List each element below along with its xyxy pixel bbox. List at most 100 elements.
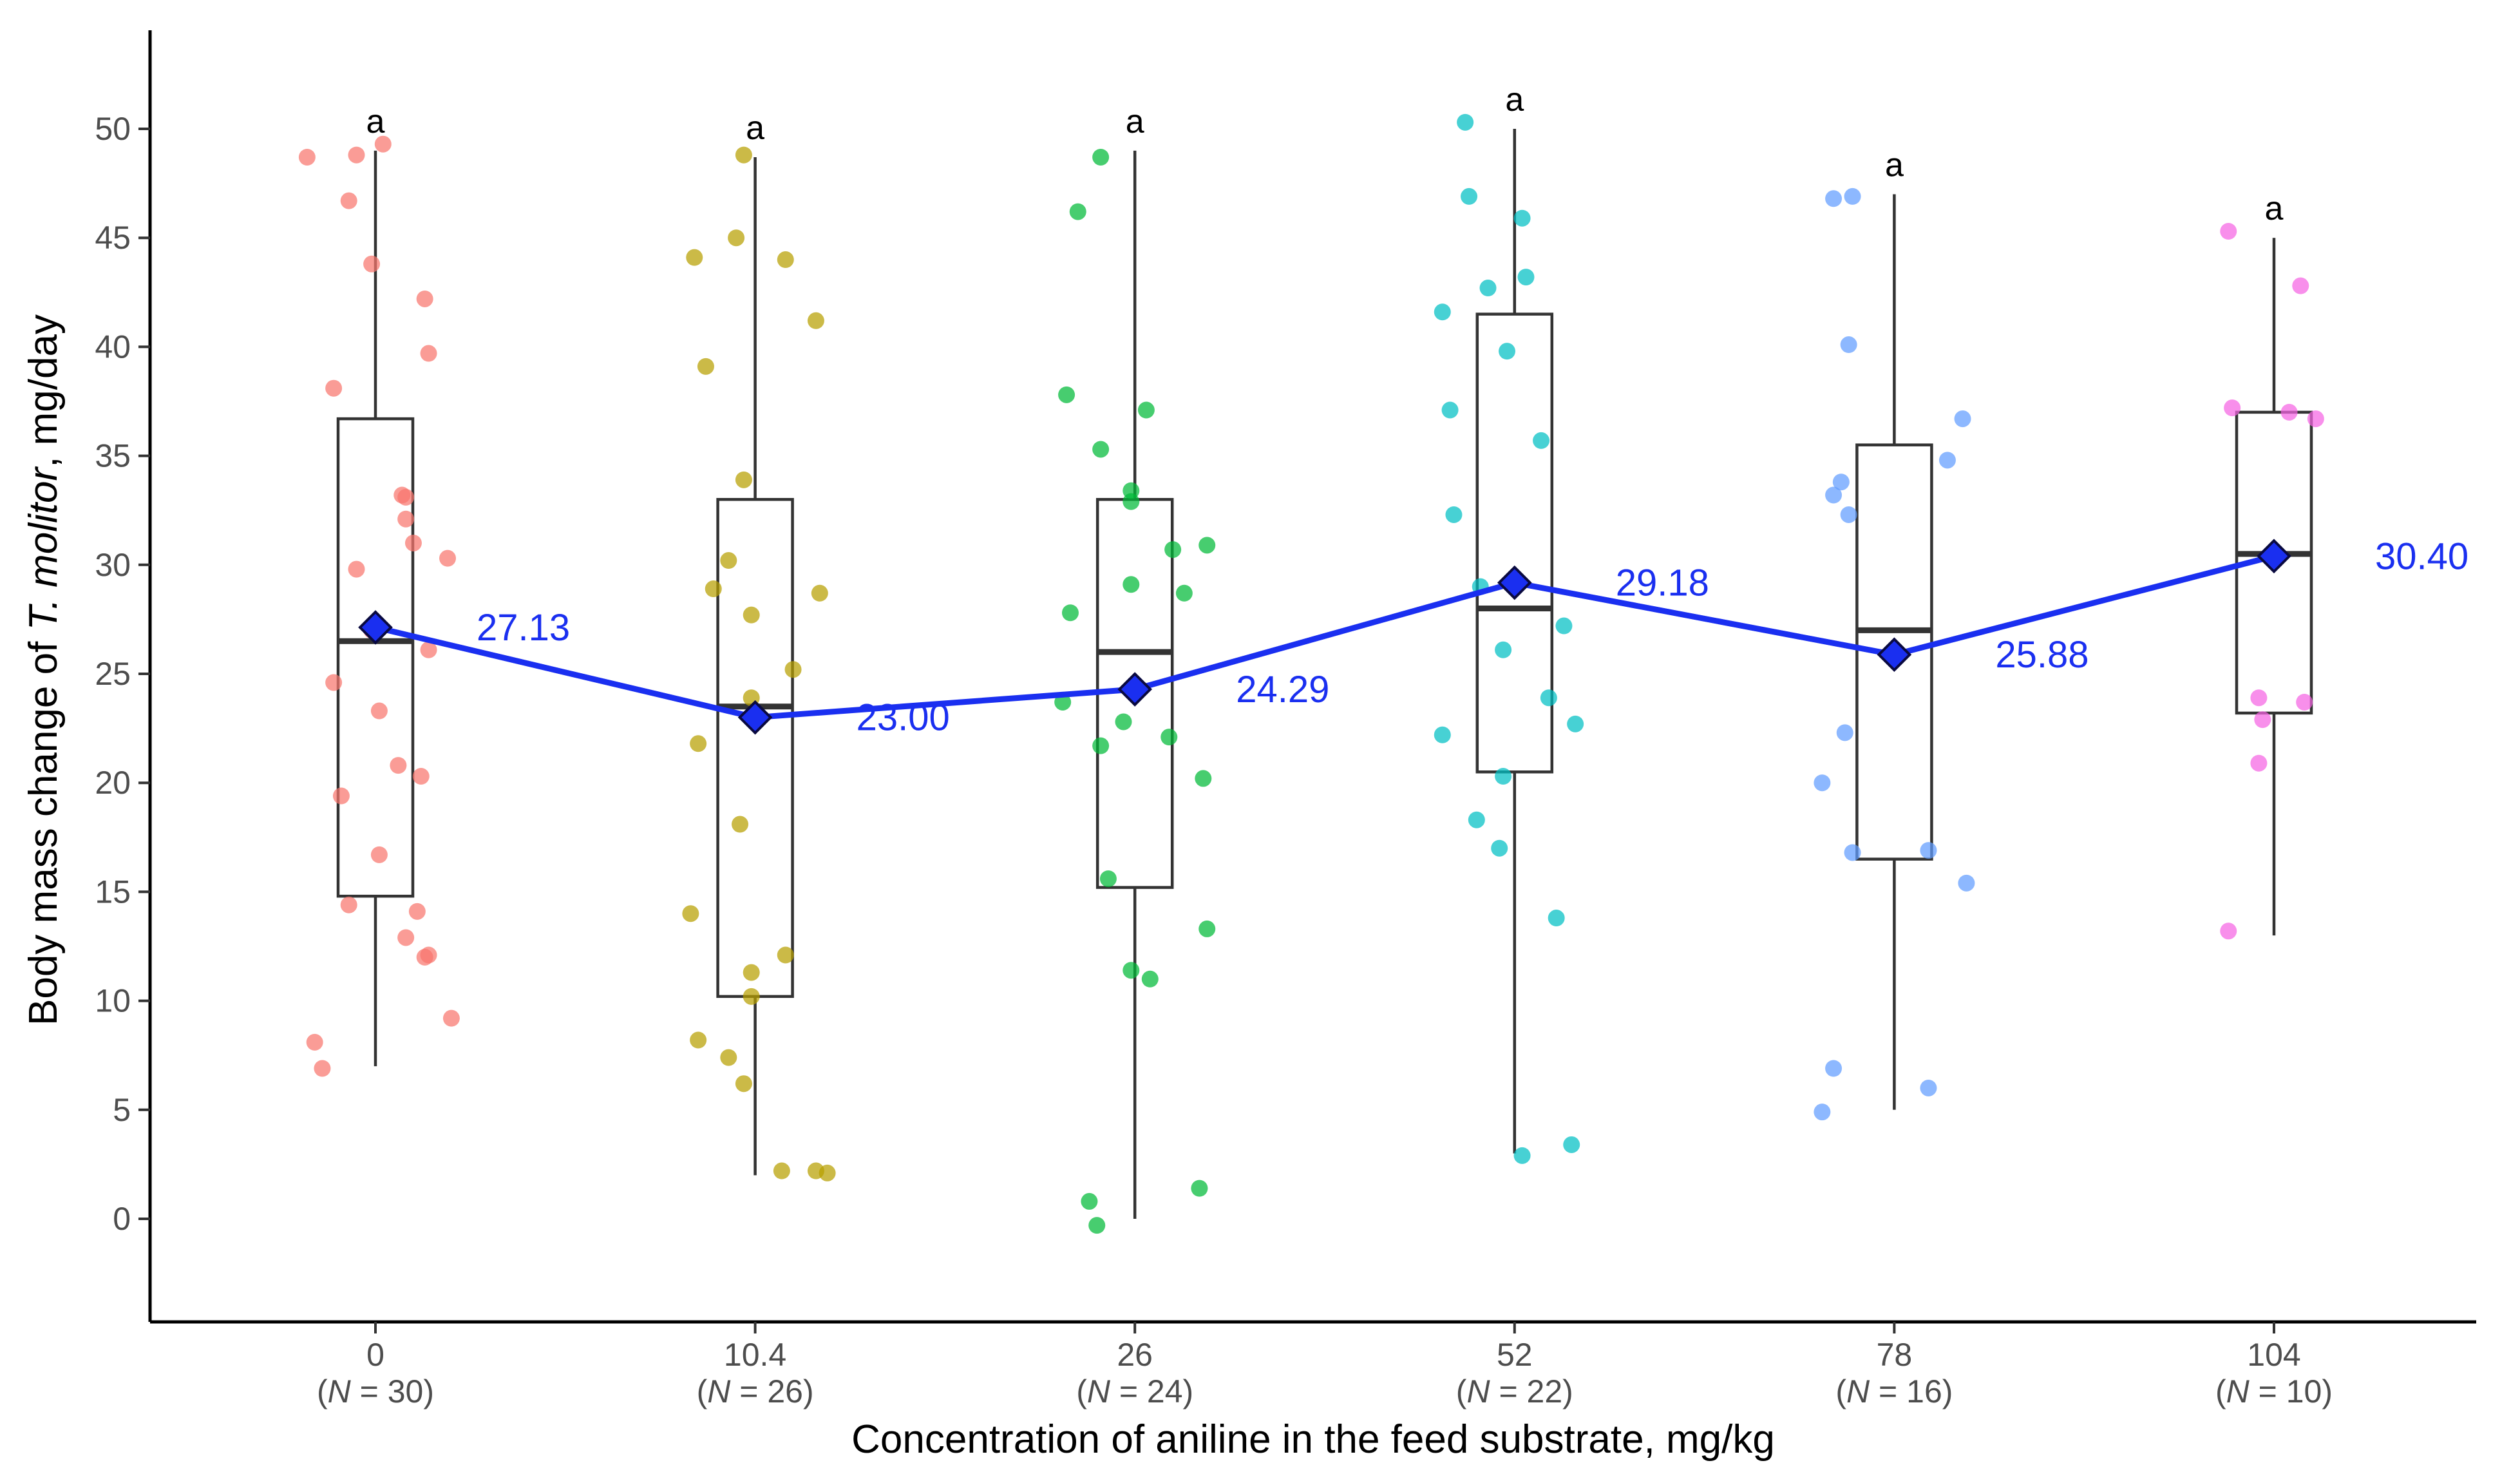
- y-ticks: 0 5 10 15 20 25 30 35 40 45 50: [95, 111, 150, 1237]
- data-point: [720, 1049, 737, 1066]
- mean-line-group: [358, 539, 2291, 735]
- significance-letter: a: [1126, 103, 1144, 140]
- data-point: [1533, 432, 1550, 449]
- data-point: [777, 251, 794, 269]
- x-tick-n-label: (N = 22): [1456, 1373, 1573, 1409]
- data-point: [819, 1164, 836, 1181]
- data-point: [735, 1075, 752, 1093]
- mean-value-label: 23.00: [857, 697, 950, 739]
- y-tick-label: 45: [95, 220, 131, 256]
- data-point: [1141, 970, 1159, 988]
- data-point: [412, 768, 430, 785]
- data-point: [1468, 811, 1485, 828]
- data-point: [1198, 920, 1216, 937]
- y-axis-title: Body mass change of T. molitor, mg/day: [21, 314, 66, 1026]
- data-point: [348, 560, 365, 578]
- x-tick-n-label: (N = 10): [2215, 1373, 2333, 1409]
- data-point: [439, 549, 457, 567]
- data-point: [1198, 537, 1216, 554]
- y-tick-label: 35: [95, 438, 131, 474]
- box-iqr: [716, 498, 794, 998]
- y-tick-label: 20: [95, 765, 131, 801]
- box-10.4: [716, 157, 794, 1176]
- x-tick-n-label: (N = 24): [1076, 1373, 1193, 1409]
- data-point: [325, 379, 343, 397]
- data-point: [807, 312, 824, 329]
- data-point: [1513, 1147, 1531, 1164]
- data-point: [374, 135, 392, 153]
- data-point: [1832, 473, 1850, 491]
- data-point: [2292, 277, 2309, 294]
- data-point: [2254, 711, 2271, 729]
- axes: [148, 30, 2476, 1324]
- data-point: [705, 580, 722, 598]
- mean-value-label: 24.29: [1236, 669, 1329, 711]
- data-point: [332, 787, 350, 805]
- data-point: [408, 903, 426, 920]
- data-point: [2307, 410, 2324, 428]
- box-0: [336, 150, 415, 1067]
- data-point: [397, 510, 415, 528]
- mean-value-label: 27.13: [477, 607, 570, 649]
- data-point: [1499, 343, 1516, 360]
- x-tick-label: 26: [1117, 1337, 1153, 1373]
- data-point: [1161, 729, 1178, 746]
- data-point: [1548, 910, 1565, 927]
- x-tick-label: 10.4: [724, 1337, 786, 1373]
- y-tick-label: 50: [95, 111, 131, 147]
- data-point: [1054, 693, 1072, 711]
- data-point: [1563, 1136, 1580, 1153]
- data-point: [690, 735, 707, 752]
- data-point: [773, 1162, 790, 1180]
- data-point: [1567, 715, 1584, 732]
- data-point: [2296, 693, 2313, 711]
- data-point: [728, 229, 745, 247]
- data-point: [2224, 399, 2241, 417]
- data-point: [1479, 280, 1497, 297]
- y-tick-label: 40: [95, 329, 131, 365]
- mean-line: [374, 553, 2275, 721]
- data-point: [397, 488, 415, 506]
- data-point: [314, 1060, 331, 1077]
- data-point: [348, 146, 365, 164]
- data-point: [682, 905, 699, 922]
- data-point: [735, 471, 752, 488]
- data-point: [420, 641, 437, 658]
- data-point: [784, 661, 802, 678]
- box-iqr: [336, 417, 415, 898]
- data-point: [1814, 774, 1831, 792]
- data-point: [370, 846, 388, 863]
- data-point: [2220, 223, 2237, 240]
- significance-letter: a: [2265, 190, 2284, 227]
- data-point: [1434, 303, 1451, 321]
- data-point: [404, 534, 422, 551]
- x-tick-label: 78: [1877, 1337, 1913, 1373]
- data-point: [2220, 922, 2237, 940]
- data-point: [1920, 1079, 1937, 1096]
- data-point: [416, 290, 433, 307]
- data-point: [1844, 187, 1861, 205]
- data-point: [1175, 584, 1193, 602]
- mean-value-label: 29.18: [1616, 562, 1709, 604]
- labels: a 27.13 a 23.00 a 24.29 a 29.18 a 25.88 a 30.40: [366, 81, 2469, 739]
- data-point: [2280, 403, 2298, 421]
- data-point: [306, 1033, 323, 1051]
- data-point: [1555, 617, 1573, 635]
- significance-letter: a: [746, 110, 764, 147]
- data-point: [1836, 724, 1853, 741]
- data-point: [1123, 962, 1140, 979]
- data-point: [697, 358, 714, 375]
- jitter-points: [298, 113, 2324, 1234]
- data-point: [690, 1031, 707, 1049]
- y-axis-title-suffix: , mg/day: [21, 314, 66, 468]
- data-point: [1495, 768, 1512, 785]
- data-point: [1457, 113, 1474, 131]
- box-iqr: [1855, 443, 1933, 861]
- data-point: [397, 929, 415, 946]
- box-iqr: [2235, 410, 2313, 715]
- mean-marker: [737, 700, 773, 735]
- data-point: [777, 946, 794, 964]
- mean-value-label: 25.88: [1995, 634, 2089, 676]
- data-point: [1115, 713, 1132, 731]
